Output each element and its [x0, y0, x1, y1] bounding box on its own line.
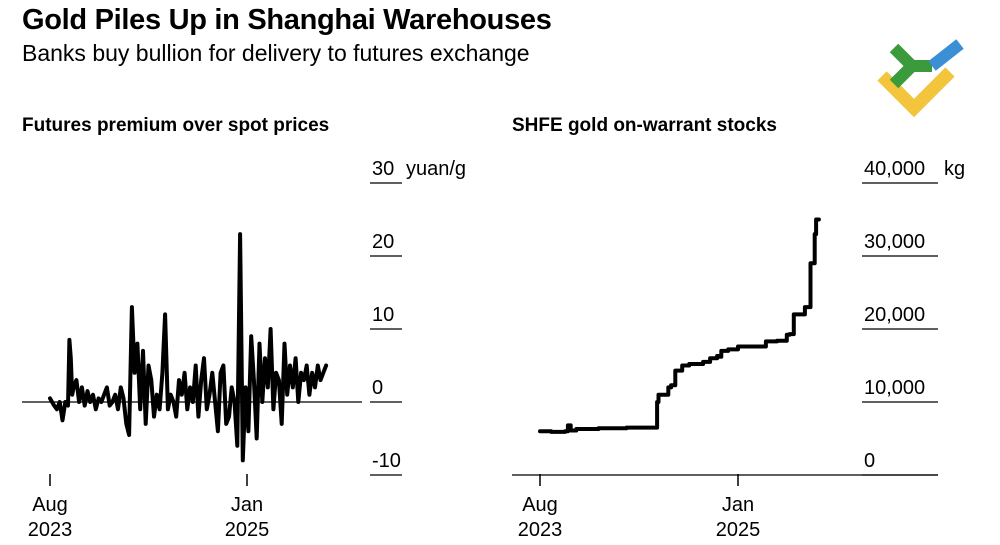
premium-x-tick-label-month: Jan — [231, 494, 263, 516]
stocks-y-tick-label: 10,000 — [864, 377, 925, 399]
chart-title: Gold Piles Up in Shanghai Warehouses — [22, 4, 552, 36]
premium-y-tick-label: 0 — [372, 377, 383, 399]
stocks-y-tick-label: 0 — [864, 450, 875, 472]
stocks-series-line — [538, 217, 821, 434]
premium-y-tick-label: 30 — [372, 158, 394, 180]
premium-x-tick-label-year: 2023 — [28, 519, 73, 541]
brand-logo-icon — [872, 36, 964, 128]
stocks-unit-label: kg — [944, 158, 965, 180]
stocks-x-tick-label-month: Aug — [522, 494, 558, 516]
stocks-y-tick-label: 40,000 — [864, 158, 925, 180]
stocks-x-tick-label-month: Jan — [722, 494, 754, 516]
premium-y-tick-label: -10 — [372, 450, 401, 472]
chart-subtitle: Banks buy bullion for delivery to future… — [22, 40, 530, 66]
premium-x-tick-label-month: Aug — [32, 494, 68, 516]
stocks-y-tick-label: 20,000 — [864, 304, 925, 326]
stocks-x-tick-label-year: 2023 — [518, 519, 563, 541]
stocks-x-tick-label-year: 2025 — [716, 519, 761, 541]
premium-y-tick-label: 10 — [372, 304, 394, 326]
premium-series-line — [48, 232, 329, 463]
premium-x-tick-label-year: 2025 — [225, 519, 270, 541]
left-chart-title: Futures premium over spot prices — [22, 115, 330, 136]
right-chart-title: SHFE gold on-warrant stocks — [512, 115, 777, 136]
stocks-y-tick-label: 30,000 — [864, 231, 925, 253]
premium-unit-label: yuan/g — [406, 158, 466, 180]
premium-y-tick-label: 20 — [372, 231, 394, 253]
